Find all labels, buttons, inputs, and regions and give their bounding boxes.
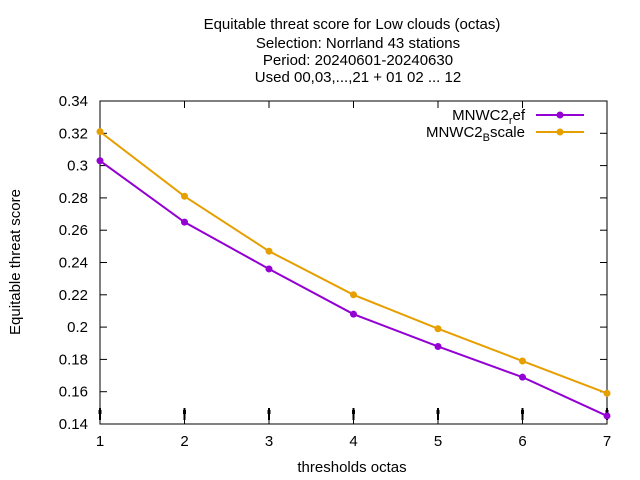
- y-tick-label-4: 0.22: [59, 287, 88, 304]
- x-marker-head-6: [605, 410, 609, 414]
- series-layer: [96, 128, 611, 420]
- y-tick-label-5: 0.24: [59, 255, 88, 272]
- legend-marker-0: [556, 111, 564, 119]
- title-line-4: Used 00,03,...,21 + 01 02 ... 12: [255, 69, 461, 86]
- series-1-point-4: [434, 325, 442, 333]
- x-marker-head-0: [98, 410, 102, 414]
- series-1-point-5: [519, 357, 526, 365]
- series-line-1: [99, 130, 608, 395]
- series-0-point-6: [603, 412, 611, 420]
- y-tick-label-6: 0.26: [59, 222, 88, 239]
- x-tick-label-0: 1: [96, 433, 104, 450]
- series-line-0: [99, 159, 608, 417]
- y-tick-label-1: 0.16: [59, 384, 88, 401]
- x-tick-label-6: 7: [603, 433, 611, 450]
- series-0-point-4: [434, 342, 442, 350]
- chart-title: Equitable threat score for Low clouds (o…: [204, 16, 501, 86]
- series-0-point-0: [96, 157, 104, 165]
- series-1-point-1: [181, 192, 188, 200]
- y-tick-label-7: 0.28: [59, 190, 88, 207]
- y-tick-label-10: 0.34: [59, 93, 88, 110]
- y-tick-label-9: 0.32: [59, 125, 88, 142]
- x-tick-label-1: 2: [180, 433, 188, 450]
- y-tick-label-0: 0.14: [59, 416, 88, 433]
- x-axis: 1 2 3 4 5 6 7: [96, 101, 611, 450]
- x-marker-head-2: [267, 410, 271, 414]
- legend-label-0: MNWC2ref: [452, 107, 526, 127]
- x-marker-head-3: [352, 410, 355, 414]
- x-marker-head-5: [521, 410, 524, 414]
- series-0-point-3: [350, 310, 357, 318]
- x-axis-label: thresholds octas: [297, 459, 406, 476]
- title-line-2: Selection: Norrland 43 stations: [256, 35, 460, 52]
- y-tick-label-8: 0.3: [67, 158, 88, 175]
- series-1-point-3: [350, 291, 357, 299]
- title-line-1: Equitable threat score for Low clouds (o…: [204, 16, 501, 33]
- y-axis-label: Equitable threat score: [7, 189, 24, 335]
- plot-area-border: [99, 100, 608, 425]
- series-0-point-5: [519, 373, 526, 381]
- series-1-point-0: [96, 128, 104, 136]
- y-tick-label-3: 0.2: [67, 319, 88, 336]
- x-tick-label-3: 4: [349, 433, 357, 450]
- series-1-point-6: [603, 389, 611, 397]
- x-tick-label-2: 3: [265, 433, 273, 450]
- series-0-point-2: [265, 265, 273, 273]
- legend-label-1: MNWC2Bscale: [426, 124, 525, 144]
- x-marker-head-4: [436, 410, 440, 414]
- y-axis: 0.14 0.16 0.18 0.2 0.22 0.24 0.26 0.28 0.3 0.32 0.…: [59, 93, 607, 433]
- legend-marker-1: [556, 128, 564, 136]
- series-0-point-1: [181, 218, 188, 226]
- x-tick-label-4: 5: [434, 433, 442, 450]
- y-tick-label-2: 0.18: [59, 351, 88, 368]
- title-line-3: Period: 20240601-20240630: [263, 52, 453, 69]
- x-tick-label-5: 6: [518, 433, 526, 450]
- series-1-point-2: [265, 247, 273, 255]
- x-marker-head-1: [183, 410, 186, 414]
